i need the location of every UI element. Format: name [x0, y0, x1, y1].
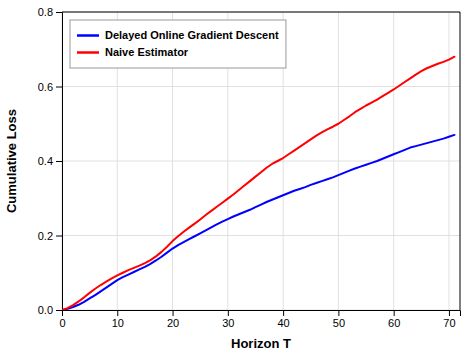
y-tick-label: 0.2 [38, 230, 53, 242]
plot: 0 10 20 30 40 50 60 70 0.0 0.2 0.4 0.6 0.8 Delayed On… [38, 6, 461, 329]
legend-box [70, 20, 286, 68]
x-tick-mark [117, 310, 118, 316]
legend-item: Naive Estimator [77, 46, 189, 58]
frame-right [460, 12, 461, 310]
x-tick: 50 [333, 310, 345, 329]
y-tick: 0.0 [38, 304, 62, 316]
x-axis-line [63, 311, 461, 317]
x-tick-mark [394, 310, 395, 316]
x-tick-mark [228, 310, 229, 316]
x-tick-label: 0 [59, 317, 65, 329]
y-tick-label: 0.8 [38, 6, 53, 18]
series-lines [62, 57, 454, 310]
legend: Delayed Online Gradient Descent Naive Est… [70, 20, 286, 68]
x-tick-label: 40 [277, 317, 289, 329]
x-tick-label: 60 [388, 317, 400, 329]
x-axis-title: Horizon T [231, 336, 291, 351]
y-tick-mark [56, 236, 62, 237]
legend-swatch [77, 34, 99, 37]
y-tick-label: 0.4 [38, 155, 53, 167]
legend-label: Delayed Online Gradient Descent [105, 29, 279, 41]
y-tick-label: 0.6 [38, 81, 53, 93]
y-grid-line [62, 235, 460, 236]
x-tick-mark [449, 310, 450, 316]
chart: 0 10 20 30 40 50 60 70 0.0 0.2 0.4 0.6 0.8 Delayed On… [0, 0, 476, 356]
series-line [62, 57, 454, 310]
x-tick-label: 70 [443, 317, 455, 329]
y-tick-mark [56, 161, 62, 162]
x-tick: 40 [277, 310, 289, 329]
y-tick-label: 0.0 [38, 304, 53, 316]
x-tick-label: 20 [167, 317, 179, 329]
x-tick-label: 50 [333, 317, 345, 329]
legend-item: Delayed Online Gradient Descent [77, 29, 279, 41]
y-grid-line [62, 12, 460, 13]
x-tick: 60 [388, 310, 400, 329]
y-tick: 0.8 [38, 6, 62, 18]
y-tick-mark [56, 87, 62, 88]
y-tick: 0.6 [38, 81, 62, 93]
x-tick-label: 30 [222, 317, 234, 329]
x-tick-mark [338, 310, 339, 316]
grid [62, 12, 460, 310]
series-line [62, 135, 454, 310]
y-grid-line [62, 161, 460, 162]
y-tick-mark [56, 12, 62, 13]
x-tick-mark [283, 310, 284, 316]
x-tick: 30 [222, 310, 234, 329]
y-tick: 0.2 [38, 230, 62, 242]
x-tick: 0 [59, 310, 65, 329]
x-tick-label: 10 [112, 317, 124, 329]
y-axis-line [56, 13, 63, 311]
y-tick: 0.4 [38, 155, 62, 167]
x-axis: 0 10 20 30 40 50 60 70 [59, 310, 460, 329]
x-tick: 10 [112, 310, 124, 329]
x-tick: 20 [167, 310, 179, 329]
legend-label: Naive Estimator [105, 46, 189, 58]
x-tick-mark [173, 310, 174, 316]
x-tick: 70 [443, 310, 455, 329]
legend-swatch [77, 51, 99, 54]
frame-top [62, 12, 460, 13]
y-tick-mark [56, 310, 62, 311]
y-axis: 0.0 0.2 0.4 0.6 0.8 [38, 6, 63, 316]
y-axis-title: Cumulative Loss [4, 109, 19, 213]
